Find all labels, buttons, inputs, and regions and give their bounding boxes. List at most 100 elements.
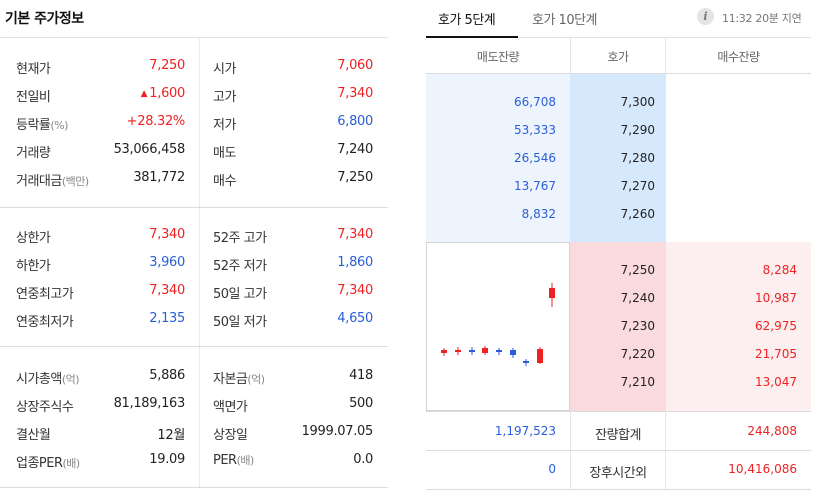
field-value-text: 7,340 xyxy=(337,227,373,242)
ask-row[interactable]: 53,333 7,290 xyxy=(426,117,811,145)
field-label: 액면가 xyxy=(213,396,248,415)
section-divider xyxy=(0,207,388,208)
panel-bottom-line xyxy=(426,489,811,490)
field-value: 7,340 xyxy=(337,227,373,242)
column-divider xyxy=(199,347,200,487)
title-underline xyxy=(0,37,388,38)
info-row: 거래대금(백만) 381,772 매수 7,250 xyxy=(0,164,388,192)
info-row: 등락률(%) +28.32% 저가 6,800 xyxy=(0,108,388,136)
bid-price: 7,250 xyxy=(620,263,655,277)
ask-price: 7,280 xyxy=(620,151,655,165)
field-value: 7,340 xyxy=(149,227,185,242)
field-label-text: 시가 xyxy=(213,62,236,77)
bid-price: 7,240 xyxy=(620,291,655,305)
ask-row[interactable]: 66,708 7,300 xyxy=(426,89,811,117)
field-label-text: 상장주식수 xyxy=(16,400,74,415)
ask-qty-header: 매도잔량 xyxy=(476,50,520,64)
field-value-text: 6,800 xyxy=(337,114,373,129)
field-value-text: 7,250 xyxy=(149,58,185,73)
ask-price: 7,260 xyxy=(620,207,655,221)
field-value-text: 1,860 xyxy=(337,255,373,270)
info-row: 결산월 12월 상장일 1999.07.05 xyxy=(0,418,388,446)
delay-notice: 11:32 20분 지연 xyxy=(722,12,802,25)
total-bid-qty: 244,808 xyxy=(747,424,797,438)
ask-qty: 8,832 xyxy=(521,207,556,221)
field-value: 7,340 xyxy=(337,86,373,101)
bid-qty: 10,987 xyxy=(755,291,797,305)
ask-price: 7,290 xyxy=(620,123,655,137)
candle xyxy=(469,350,475,352)
column-divider xyxy=(199,38,200,207)
bid-row[interactable]: 7,240 10,987 xyxy=(426,285,811,313)
field-label-text: 액면가 xyxy=(213,400,248,415)
field-label-text: 52주 저가 xyxy=(213,259,267,274)
bid-qty: 21,705 xyxy=(755,347,797,361)
ask-row[interactable]: 13,767 7,270 xyxy=(426,173,811,201)
info-row: 상한가 7,340 52주 고가 7,340 xyxy=(0,221,388,249)
info-row: 시가총액(억) 5,886 자본금(억) 418 xyxy=(0,362,388,390)
candle xyxy=(537,349,543,363)
field-label-text: 52주 고가 xyxy=(213,231,267,246)
field-value: 500 xyxy=(349,396,373,411)
info-row: 전일비 ▲ 1,600 고가 7,340 xyxy=(0,80,388,108)
field-value-text: 2,135 xyxy=(149,311,185,326)
field-label: 거래량 xyxy=(16,142,51,161)
info-row: 연중최저가 2,135 50일 저가 4,650 xyxy=(0,305,388,333)
field-label-text: 매도 xyxy=(213,146,236,161)
total-ask-qty: 1,197,523 xyxy=(494,424,556,438)
field-value-text: +28.32% xyxy=(126,114,186,129)
field-label: 현재가 xyxy=(16,58,51,77)
field-label-text: 전일비 xyxy=(16,90,51,105)
price-header: 호가 xyxy=(607,50,629,64)
candle-series xyxy=(441,283,555,366)
candle xyxy=(441,350,447,353)
field-label-text: 매수 xyxy=(213,174,236,189)
field-value-text: 81,189,163 xyxy=(113,396,186,411)
field-value-text: 418 xyxy=(349,368,373,383)
ask-row[interactable]: 8,832 7,260 xyxy=(426,201,811,229)
field-label: 50일 저가 xyxy=(213,311,267,330)
bid-row[interactable]: 7,250 8,284 xyxy=(426,257,811,285)
field-label: 등락률(%) xyxy=(16,114,68,133)
info-row: 하한가 3,960 52주 저가 1,860 xyxy=(0,249,388,277)
candle xyxy=(482,348,488,353)
field-value: 7,340 xyxy=(149,283,185,298)
header-separator xyxy=(570,38,666,74)
candle xyxy=(496,350,502,352)
field-label-unit: (억) xyxy=(247,373,265,386)
field-value: 1,860 xyxy=(337,255,373,270)
tab-5-levels[interactable]: 호가 5단계 xyxy=(438,13,496,28)
field-value-text: 0.0 xyxy=(353,452,373,467)
field-value: +28.32% xyxy=(126,114,186,129)
info-row: 현재가 7,250 시가 7,060 xyxy=(0,52,388,80)
orderbook-header: 매도잔량 호가 매수잔량 xyxy=(426,38,811,74)
ask-background xyxy=(426,74,570,242)
field-label-unit: (배) xyxy=(62,457,81,470)
bid-price: 7,220 xyxy=(620,347,655,361)
field-value: 6,800 xyxy=(337,114,373,129)
field-value-text: 1,600 xyxy=(149,86,185,101)
field-value: 19.09 xyxy=(149,452,185,467)
field-label: 연중최저가 xyxy=(16,311,74,330)
field-value: 7,240 xyxy=(337,142,373,157)
info-icon[interactable]: i xyxy=(697,8,714,25)
field-value: 7,250 xyxy=(337,170,373,185)
field-label: 매수 xyxy=(213,170,236,189)
panel-title: 기본 주가정보 xyxy=(5,11,84,27)
field-label-text: 저가 xyxy=(213,118,236,133)
bid-row[interactable]: 7,210 13,047 xyxy=(426,369,811,397)
field-value: 7,250 xyxy=(149,58,185,73)
field-value: 381,772 xyxy=(133,170,185,185)
bid-background xyxy=(666,242,811,411)
candle-chart-svg xyxy=(441,283,555,366)
field-label-unit: (%) xyxy=(50,119,68,132)
candle xyxy=(510,350,516,355)
field-label-text: 상한가 xyxy=(16,231,51,246)
tab-10-levels[interactable]: 호가 10단계 xyxy=(532,13,598,28)
bid-row[interactable]: 7,230 62,975 xyxy=(426,313,811,341)
ask-row[interactable]: 26,546 7,280 xyxy=(426,145,811,173)
field-label-text: 연중최고가 xyxy=(16,287,74,302)
bid-row[interactable]: 7,220 21,705 xyxy=(426,341,811,369)
info-row: 거래량 53,066,458 매도 7,240 xyxy=(0,136,388,164)
field-label-text: 거래대금 xyxy=(16,174,62,189)
